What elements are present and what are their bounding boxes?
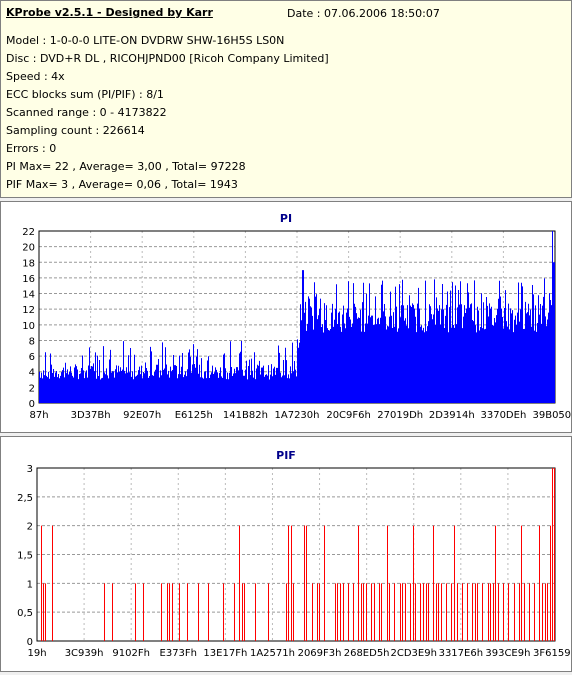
pi-x-tick-label: 1A7230h — [275, 410, 320, 421]
pi-x-tick-label: 3370DEh — [480, 410, 526, 421]
pif-x-tick-label: 9102Fh — [112, 648, 150, 659]
pi-y-tick-label: 16 — [22, 274, 35, 285]
pi-y-tick-label: 14 — [22, 290, 35, 301]
pi-x-tick-label: 92E07h — [123, 410, 161, 421]
pif-x-tick-label: E373Fh — [160, 648, 198, 659]
info-disc: Disc : DVD+R DL , RICOHJPND00 [Ricoh Com… — [6, 52, 329, 65]
pi-y-tick-label: 20 — [22, 243, 35, 254]
app-title: KProbe v2.5.1 - Designed by Karr — [6, 6, 213, 19]
pif-x-tick-label: 13E17Fh — [203, 648, 247, 659]
pif-y-tick-label: 1 — [27, 579, 33, 590]
pi-y-tick-label: 8 — [29, 336, 35, 347]
info-speed: Speed : 4x — [6, 70, 65, 83]
pif-x-tick-label: 19h — [27, 648, 46, 659]
pi-y-tick-label: 12 — [22, 305, 35, 316]
pif-x-tick-label: 268ED5h — [344, 648, 390, 659]
pif-y-tick-label: 2,5 — [17, 493, 33, 504]
pi-chart-panel: PI 0 2 4 6 8 10 12 14 16 18 20 22 87h 3D37Bh 92E07h E6… — [0, 201, 572, 433]
pi-x-tick-label: 87h — [29, 410, 48, 421]
pif-y-tick-label: 0,5 — [17, 608, 33, 619]
pif-x-tick-label: 393CE9h — [485, 648, 530, 659]
info-model: Model : 1-0-0-0 LITE-ON DVDRW SHW-16H5S … — [6, 34, 285, 47]
pif-chart-panel: PIF 0 0,5 1 1,5 2 2,5 3 19h 3C939h 9102Fh E373Fh 1… — [0, 436, 572, 672]
pif-x-tick-label: 2069F3h — [298, 648, 342, 659]
pif-x-tick-label: 3F6159h — [533, 648, 571, 659]
pif-x-tick-label: 2CD3E9h — [391, 648, 437, 659]
pi-x-tick-label: 2D3914h — [429, 410, 475, 421]
pi-chart: PI 0 2 4 6 8 10 12 14 16 18 20 22 87h 3D37Bh 92E07h E6… — [22, 212, 572, 421]
info-pif-stats: PIF Max= 3 , Average= 0,06 , Total= 1943 — [6, 178, 238, 191]
pi-x-tick-label: E6125h — [175, 410, 213, 421]
pi-x-tick-label: 27019Dh — [377, 410, 423, 421]
pif-chart-title: PIF — [276, 449, 296, 462]
pi-y-tick-label: 2 — [29, 383, 35, 394]
info-sampling: Sampling count : 226614 — [6, 124, 145, 137]
pi-x-tick-label: 141B82h — [223, 410, 268, 421]
pi-y-tick-label: 4 — [29, 368, 35, 379]
pif-x-tick-label: 3C939h — [65, 648, 104, 659]
pi-y-tick-label: 0 — [29, 399, 35, 410]
pif-y-tick-label: 0 — [27, 637, 33, 648]
pif-y-tick-label: 1,5 — [17, 551, 33, 562]
pi-x-tick-label: 39B050h — [532, 410, 571, 421]
info-errors: Errors : 0 — [6, 142, 57, 155]
pi-y-tick-label: 6 — [29, 352, 35, 363]
scan-date: Date : 07.06.2006 18:50:07 — [287, 7, 440, 20]
pi-y-tick-label: 18 — [22, 258, 35, 269]
info-range: Scanned range : 0 - 4173822 — [6, 106, 167, 119]
info-pi-stats: PI Max= 22 , Average= 3,00 , Total= 9722… — [6, 160, 246, 173]
pif-chart: PIF 0 0,5 1 1,5 2 2,5 3 19h 3C939h 9102Fh E373Fh 1… — [17, 449, 572, 659]
pif-x-tick-label: 3317E6h — [439, 648, 483, 659]
pi-x-tick-label: 20C9F6h — [326, 410, 371, 421]
pi-y-tick-label: 22 — [22, 227, 35, 238]
pi-x-tick-label: 3D37Bh — [71, 410, 111, 421]
pi-y-tick-label: 10 — [22, 321, 35, 332]
pi-chart-title: PI — [280, 212, 292, 225]
info-panel: KProbe v2.5.1 - Designed by Karr Date : … — [0, 0, 572, 198]
pif-y-tick-label: 2 — [27, 522, 33, 533]
pif-y-tick-label: 3 — [27, 464, 33, 475]
pif-x-tick-label: 1A2571h — [250, 648, 295, 659]
info-ecc: ECC blocks sum (PI/PIF) : 8/1 — [6, 88, 164, 101]
